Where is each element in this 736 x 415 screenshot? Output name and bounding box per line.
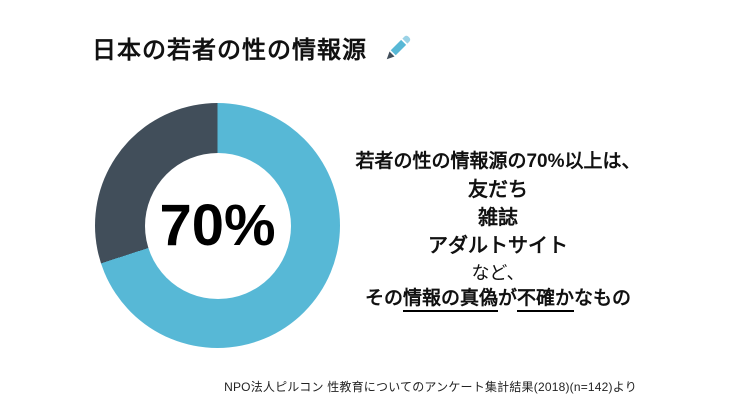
underlined-segment: 情報の真偽 (402, 287, 498, 312)
text-segment: が (497, 287, 517, 309)
underlined-segment: 不確か (517, 287, 575, 312)
page-title: 日本の若者の性の情報源 (92, 37, 367, 64)
annotation-item-friends: 友だち (468, 178, 528, 201)
annotation-block: 若者の性の情報源の70%以上は、 友だち 雑誌 アダルトサイト など、 その情報… (348, 148, 648, 312)
conclusion-line: その情報の真偽が不確かなもの (348, 286, 648, 313)
annotation-intro: 若者の性の情報源の70%以上は、 (355, 151, 641, 172)
donut-center-label: 70% (159, 192, 276, 258)
donut-chart: 70% (95, 103, 340, 348)
annotation-suffix: など、 (471, 262, 525, 283)
title-row: 日本の若者の性の情報源 (92, 30, 413, 65)
source-note: NPO法人ピルコン 性教育についてのアンケート集計結果(2018)(n=142)… (224, 380, 637, 394)
annotation-item-adult-sites: アダルトサイト (428, 234, 568, 257)
text-segment: その (364, 287, 403, 309)
text-segment: なもの (574, 287, 632, 309)
pencil-icon (383, 33, 413, 63)
donut-hole: 70% (144, 152, 291, 299)
annotation-item-magazines: 雑誌 (478, 206, 518, 229)
